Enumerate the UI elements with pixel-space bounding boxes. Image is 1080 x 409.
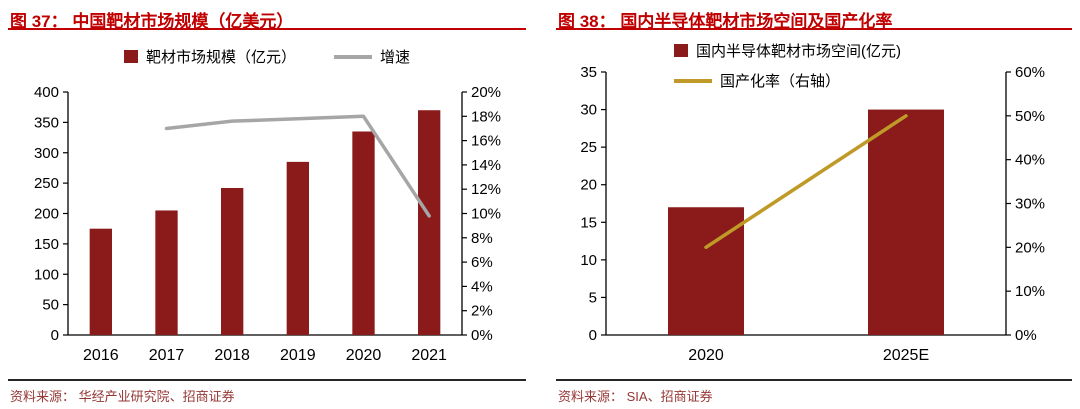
svg-text:15: 15 xyxy=(580,214,597,231)
svg-text:2018: 2018 xyxy=(214,347,250,364)
svg-text:30: 30 xyxy=(580,102,597,119)
svg-text:30%: 30% xyxy=(1015,196,1045,213)
svg-text:2017: 2017 xyxy=(149,347,185,364)
legend-item-growth-rate: 增速 xyxy=(334,46,410,67)
svg-text:0%: 0% xyxy=(471,327,493,344)
figure-38-chart-area: 0 5 10 15 20 25 30 35 0% 10% 20% 30% 40% 50% 60% 2020 20… xyxy=(556,32,1072,377)
svg-text:150: 150 xyxy=(34,236,59,253)
legend-item-domestic-market: 国内半导体靶材市场空间(亿元) xyxy=(674,40,901,61)
svg-text:35: 35 xyxy=(580,64,597,81)
svg-text:8%: 8% xyxy=(471,230,493,247)
figure-38-legend: 国内半导体靶材市场空间(亿元) 国产化率（右轴） xyxy=(674,40,901,91)
legend-label: 靶材市场规模（亿元） xyxy=(145,49,296,66)
svg-text:20%: 20% xyxy=(1015,239,1045,256)
figure-37-panel: 图 37： 中国靶材市场规模（亿美元） 0 50 100 150 200 250 300 35… xyxy=(8,4,526,409)
figure-38-chart: 0 5 10 15 20 25 30 35 0% 10% 20% 30% 40% 50% 60% 2020 20… xyxy=(580,64,1045,364)
bar-swatch-icon xyxy=(123,50,138,63)
figure-37-legend: 靶材市场规模（亿元） 增速 xyxy=(8,46,526,67)
svg-text:5: 5 xyxy=(589,289,597,306)
svg-text:2025E: 2025E xyxy=(883,347,929,364)
svg-text:18%: 18% xyxy=(471,108,501,125)
figure-37-chart: 0 50 100 150 200 250 300 350 400 0% 2% 4% 6% 8% 10% 12%… xyxy=(34,84,501,364)
legend-label: 国产化率（右轴） xyxy=(720,73,841,90)
svg-text:50: 50 xyxy=(42,297,59,314)
figure-38-title: 图 38： 国内半导体靶材市场空间及国产化率 xyxy=(556,4,1072,30)
svg-text:100: 100 xyxy=(34,266,59,283)
svg-text:10%: 10% xyxy=(1015,283,1045,300)
legend-label: 国内半导体靶材市场空间(亿元) xyxy=(696,43,901,60)
figure-38-source: 资料来源： SIA、招商证券 xyxy=(556,379,1072,409)
svg-text:0%: 0% xyxy=(1015,327,1037,344)
svg-text:10%: 10% xyxy=(471,206,501,223)
figure-37-title: 图 37： 中国靶材市场规模（亿美元） xyxy=(8,4,526,30)
svg-text:40%: 40% xyxy=(1015,152,1045,169)
svg-text:350: 350 xyxy=(34,114,59,131)
figure-37-chart-area: 0 50 100 150 200 250 300 350 400 0% 2% 4% 6% 8% 10% 12%… xyxy=(8,32,526,377)
svg-text:300: 300 xyxy=(34,145,59,162)
svg-text:2019: 2019 xyxy=(280,347,316,364)
svg-text:2016: 2016 xyxy=(83,347,119,364)
svg-text:0: 0 xyxy=(51,327,59,344)
svg-text:25: 25 xyxy=(580,139,597,156)
svg-text:14%: 14% xyxy=(471,157,501,174)
figure-38-panel: 图 38： 国内半导体靶材市场空间及国产化率 0 5 10 15 20 25 30 35 0% 1… xyxy=(540,0,1080,409)
legend-item-localization-rate: 国产化率（右轴） xyxy=(674,70,901,91)
svg-text:6%: 6% xyxy=(471,254,493,271)
legend-item-market-size: 靶材市场规模（亿元） xyxy=(123,46,296,67)
svg-text:12%: 12% xyxy=(471,181,501,198)
svg-text:2021: 2021 xyxy=(411,347,447,364)
line-swatch-icon xyxy=(334,54,372,59)
svg-text:400: 400 xyxy=(34,84,59,101)
svg-text:2020: 2020 xyxy=(346,347,382,364)
svg-text:2%: 2% xyxy=(471,303,493,320)
figure-37-source: 资料来源： 华经产业研究院、招商证券 xyxy=(8,379,526,409)
svg-text:60%: 60% xyxy=(1015,64,1045,81)
svg-text:20%: 20% xyxy=(471,84,501,101)
svg-text:0: 0 xyxy=(589,327,597,344)
svg-text:200: 200 xyxy=(34,206,59,223)
legend-label: 增速 xyxy=(380,49,411,66)
svg-text:20: 20 xyxy=(580,177,597,194)
svg-text:10: 10 xyxy=(580,252,597,269)
svg-text:50%: 50% xyxy=(1015,108,1045,125)
bar-swatch-icon xyxy=(674,44,688,57)
svg-text:250: 250 xyxy=(34,175,59,192)
svg-text:4%: 4% xyxy=(471,278,493,295)
line-swatch-icon xyxy=(674,78,712,83)
svg-text:2020: 2020 xyxy=(688,347,724,364)
svg-text:16%: 16% xyxy=(471,133,501,150)
